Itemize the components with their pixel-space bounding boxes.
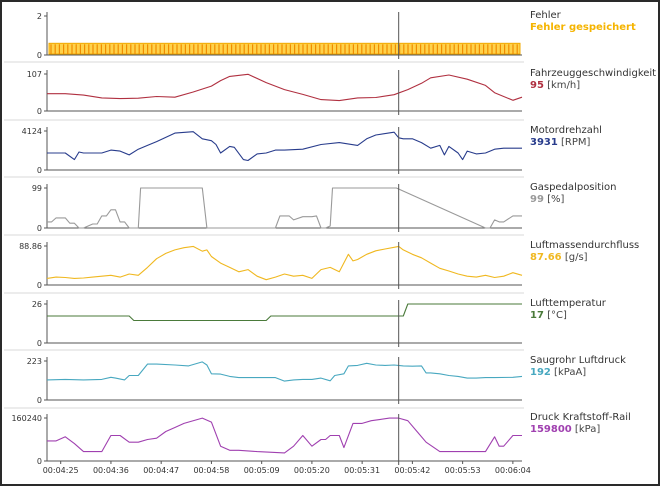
y-tick-label-max: 2 xyxy=(37,12,42,21)
y-tick-label-max: 107 xyxy=(27,70,42,79)
y-tick-label-min: 0 xyxy=(37,166,42,175)
fahrzeuggeschwindigkeit-series-line xyxy=(47,73,523,102)
legend-unit: [RPM] xyxy=(557,137,591,148)
y-tick-label-max: 223 xyxy=(27,357,42,366)
error-strip xyxy=(48,42,521,55)
y-tick-label-min: 0 xyxy=(37,281,42,290)
druck-kraftstoff-rail-series-line xyxy=(47,417,522,454)
legend-name: Lufttemperatur xyxy=(530,298,606,309)
legend-saugrohr-luftdruck: Saugrohr Luftdruck 192 [kPaA] xyxy=(530,355,658,379)
legend-name: Fehler xyxy=(530,10,561,21)
x-tick-label: 00:05:20 xyxy=(294,466,330,475)
legend-value: 159800 xyxy=(530,424,572,435)
y-tick-label-min: 0 xyxy=(37,224,42,233)
legend-unit: [°C] xyxy=(543,310,567,321)
y-tick-label-min: 0 xyxy=(37,396,42,405)
legend-name: Luftmassendurchfluss xyxy=(530,240,640,251)
legend-value: 192 xyxy=(530,367,551,378)
legend-unit: [kPaA] xyxy=(550,367,587,378)
legend-fehler: Fehler Fehler gespeichert xyxy=(530,10,658,34)
legend-value: 99 xyxy=(530,194,544,205)
luftmassendurchfluss-series-line xyxy=(46,245,523,281)
x-tick-label: 00:04:25 xyxy=(43,466,79,475)
legend-name: Motordrehzahl xyxy=(530,125,602,136)
y-tick-label-min: 0 xyxy=(37,107,42,116)
x-tick-label: 00:05:09 xyxy=(244,466,280,475)
legend-name: Druck Kraftstoff-Rail xyxy=(530,412,631,423)
legend-fahrzeuggeschwindigkeit: Fahrzeuggeschwindigkeit 95 [km/h] xyxy=(530,68,658,92)
y-tick-label-max: 160240 xyxy=(11,414,42,423)
legend-unit: [g/s] xyxy=(561,252,588,263)
legend-value: Fehler gespeichert xyxy=(530,22,636,33)
gaspedalposition-series-line xyxy=(47,187,522,229)
y-tick-label-min: 0 xyxy=(37,457,42,466)
legend-value: 95 xyxy=(530,80,544,91)
x-tick-label: 00:04:36 xyxy=(93,466,129,475)
legend-motordrehzahl: Motordrehzahl 3931 [RPM] xyxy=(530,125,658,149)
x-tick-label: 00:04:58 xyxy=(193,466,229,475)
y-tick-label-min: 0 xyxy=(37,51,42,60)
legend-unit: [km/h] xyxy=(543,80,581,91)
x-tick-label: 00:05:53 xyxy=(445,466,481,475)
y-tick-label-max: 99 xyxy=(32,184,42,193)
motordrehzahl-series-line xyxy=(47,131,522,162)
legend-value: 87.66 xyxy=(530,252,562,263)
legend-gaspedalposition: Gaspedalposition 99 [%] xyxy=(530,182,658,206)
legend-lufttemperatur: Lufttemperatur 17 [°C] xyxy=(530,298,658,322)
x-tick-label: 00:05:42 xyxy=(394,466,430,475)
y-tick-label-max: 26 xyxy=(32,300,42,309)
legend-druck-kraftstoff-rail: Druck Kraftstoff-Rail 159800 [kPa] xyxy=(530,412,658,436)
legend-unit: [kPa] xyxy=(571,424,601,435)
y-tick-label-max: 4124 xyxy=(22,127,42,136)
lufttemperatur-series-line xyxy=(47,303,522,322)
x-tick-label: 00:04:47 xyxy=(143,466,179,475)
legend-luftmassendurchfluss: Luftmassendurchfluss 87.66 [g/s] xyxy=(530,240,658,264)
x-tick-label: 00:05:31 xyxy=(344,466,380,475)
legend-name: Saugrohr Luftdruck xyxy=(530,355,626,366)
saugrohr-luftdruck-series-line xyxy=(46,361,523,382)
x-tick-label: 00:06:04 xyxy=(495,466,531,475)
y-tick-label-max: 88.86 xyxy=(19,242,42,251)
legend-name: Gaspedalposition xyxy=(530,182,617,193)
legend-value: 17 xyxy=(530,310,544,321)
y-tick-label-min: 0 xyxy=(37,339,42,348)
legend-name: Fahrzeuggeschwindigkeit xyxy=(530,68,657,79)
legend-value: 3931 xyxy=(530,137,558,148)
legend-unit: [%] xyxy=(543,194,565,205)
